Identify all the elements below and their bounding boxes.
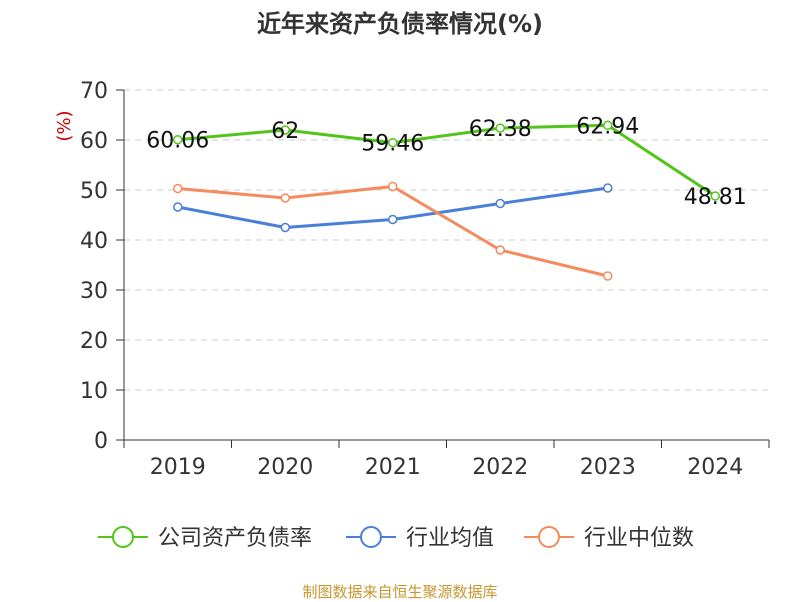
- data-point: [173, 134, 183, 145]
- legend-label: 公司资产负债率: [158, 526, 312, 551]
- data-point: [495, 245, 505, 255]
- chart-title: 近年来资产负债率情况(%): [257, 10, 543, 38]
- data-label: 48.81: [684, 185, 747, 210]
- data-point: [495, 198, 505, 209]
- data-point: [173, 183, 183, 194]
- y-tick-label: 10: [80, 379, 108, 404]
- data-point: [603, 183, 613, 193]
- data-point: [495, 123, 505, 133]
- y-tick-label: 0: [94, 429, 108, 454]
- data-label: 60.06: [146, 129, 209, 154]
- legend-marker: [360, 526, 382, 548]
- legend-item: 行业中位数: [524, 526, 694, 551]
- legend-item: 公司资产负债率: [98, 526, 312, 551]
- data-point: [603, 271, 613, 281]
- y-tick-label: 30: [80, 279, 108, 304]
- data-point: [173, 202, 183, 212]
- y-tick-label: 70: [80, 79, 108, 104]
- x-tick-label: 2023: [580, 455, 636, 480]
- data-point: [280, 125, 290, 135]
- data-point: [388, 214, 398, 225]
- x-tick-label: 2019: [150, 455, 206, 480]
- x-tick-label: 2020: [257, 455, 313, 480]
- legend-item: 行业均值: [346, 526, 494, 551]
- legend: 公司资产负债率 行业均值 行业中位数: [98, 526, 694, 551]
- data-label: 62: [271, 119, 299, 144]
- data-label: 62.38: [469, 117, 532, 142]
- x-tick-label: 2024: [687, 455, 743, 480]
- data-point: [280, 193, 290, 203]
- data-label: 59.46: [361, 132, 424, 157]
- data-point: [710, 191, 720, 201]
- legend-label: 行业均值: [406, 526, 494, 551]
- y-tick-label: 60: [80, 129, 108, 154]
- legend-label: 行业中位数: [584, 526, 694, 551]
- series-line: [177, 185, 609, 278]
- data-labels: 60.06 62 59.46 62.38 62.94 48.81: [146, 114, 746, 210]
- data-label: 62.94: [576, 114, 639, 139]
- series-line: [177, 123, 717, 198]
- legend-marker: [112, 526, 134, 548]
- x-tick-label: 2021: [365, 455, 421, 480]
- y-tick-label: 50: [80, 179, 108, 204]
- series-lines: [173, 120, 720, 281]
- axes: 0 10 20 30 40 50 60 70 2019 2020 2021 2022 2023 2024: [80, 79, 770, 480]
- data-point: [388, 137, 398, 148]
- grid-lines: [124, 89, 769, 391]
- legend-marker: [538, 526, 560, 548]
- x-tick-label: 2022: [472, 455, 528, 480]
- data-point: [388, 181, 398, 192]
- data-point: [280, 222, 290, 233]
- data-point: [603, 120, 613, 131]
- data-source-note: 制图数据来自恒生聚源数据库: [302, 583, 498, 601]
- y-axis-unit-label: (%): [54, 110, 75, 141]
- y-tick-label: 20: [80, 329, 108, 354]
- y-tick-label: 40: [80, 229, 108, 254]
